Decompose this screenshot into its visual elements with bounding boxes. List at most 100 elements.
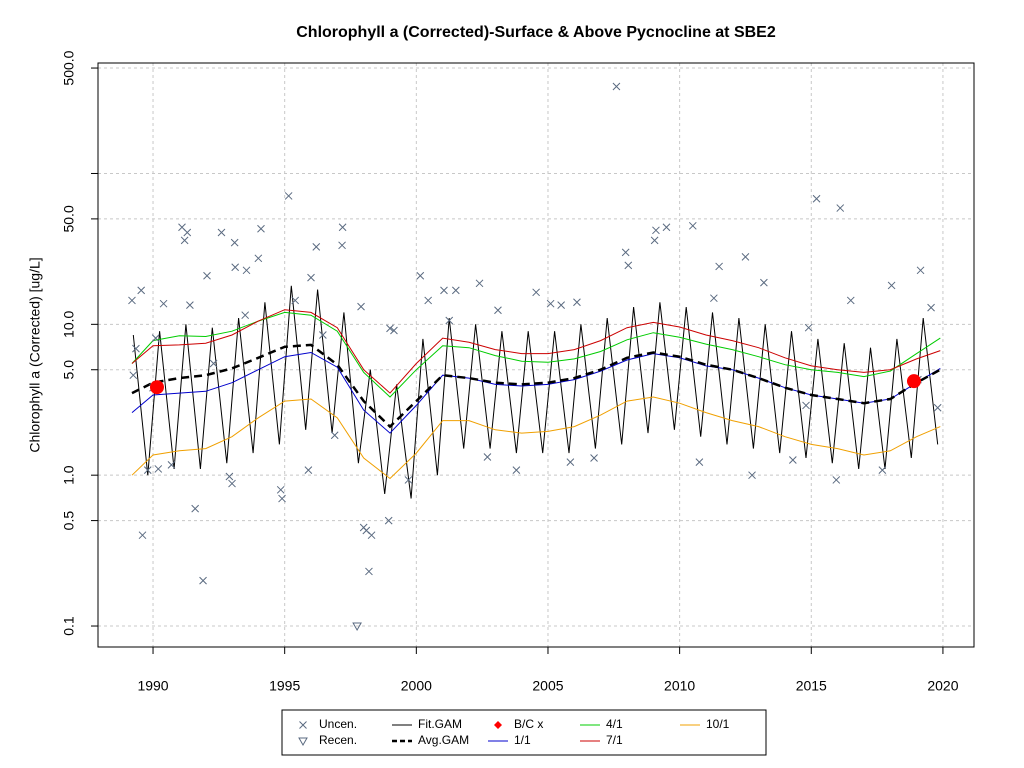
data-point (695, 458, 704, 467)
data-point (483, 453, 492, 461)
data-point (741, 253, 750, 261)
data-point (445, 316, 454, 325)
data-point (129, 371, 138, 380)
legend: Uncen. Recen. Fit.GAM Avg.GAM B/C x 1/1 4/1 7/1… (281, 709, 767, 756)
data-line (132, 285, 939, 499)
data-point (154, 465, 163, 473)
data-point (906, 374, 921, 389)
data-line (131, 351, 941, 434)
data-point (167, 461, 176, 469)
data-point (304, 466, 313, 474)
data-point (241, 311, 250, 320)
data-point (688, 221, 697, 230)
x-tick-label: 2005 (532, 678, 563, 694)
legend-label: Recen. (319, 733, 357, 747)
data-point (149, 380, 164, 395)
data-point (624, 261, 633, 270)
data-point (386, 324, 394, 333)
data-point (832, 476, 841, 484)
data-point (352, 622, 362, 632)
data-point (933, 403, 942, 412)
data-point (416, 271, 425, 280)
data-point (291, 296, 300, 305)
data-point (128, 296, 136, 305)
data-point (330, 431, 339, 440)
data-point (151, 334, 160, 342)
data-point (494, 306, 502, 315)
data-point (199, 576, 207, 585)
legend-label: Fit.GAM (418, 717, 462, 731)
data-point (566, 458, 575, 467)
data-point (338, 241, 346, 250)
data-point (143, 466, 152, 474)
data-point (242, 266, 251, 275)
x-tick-label: 2000 (401, 678, 432, 694)
legend-marker (298, 737, 308, 747)
data-point (230, 238, 239, 247)
data-point (276, 485, 285, 494)
data-point (812, 194, 821, 203)
data-point (357, 302, 365, 311)
data-point (424, 296, 433, 305)
data-point (203, 271, 211, 280)
y-tick-label: 0.1 (61, 616, 77, 636)
data-point (138, 531, 147, 540)
data-point (878, 466, 887, 474)
x-tick-label: 1995 (269, 678, 300, 694)
legend-label: 4/1 (606, 717, 623, 731)
y-tick-label: 0.5 (61, 511, 77, 531)
data-point (927, 303, 935, 312)
data-line (131, 396, 941, 480)
legend-label: Avg.GAM (418, 733, 469, 747)
data-point (475, 279, 484, 288)
data-point (612, 82, 621, 91)
y-tick-label: 10.0 (61, 310, 77, 337)
data-point (137, 286, 146, 295)
chart-title: Chlorophyll a (Corrected)-Surface & Abov… (296, 24, 776, 41)
x-tick-label: 1990 (137, 678, 168, 694)
data-point (225, 472, 234, 481)
legend-label: Uncen. (319, 717, 357, 731)
data-point (132, 344, 140, 353)
y-tick-label: 1.0 (61, 465, 77, 485)
data-point (191, 504, 200, 513)
data-point (916, 266, 925, 275)
legend-label: 1/1 (514, 733, 531, 747)
data-point (338, 223, 347, 232)
data-point (254, 254, 263, 263)
data-point (662, 223, 671, 232)
data-point (748, 471, 756, 480)
data-point (319, 331, 327, 339)
data-point (440, 286, 448, 295)
legend-label: B/C x (514, 717, 543, 731)
data-point (159, 299, 168, 308)
data-point (652, 226, 660, 235)
data-point (788, 456, 797, 464)
y-tick-label: 5.0 (61, 360, 77, 380)
data-point (650, 236, 659, 245)
data-point (257, 224, 265, 233)
data-point (590, 454, 598, 462)
plot-frame (97, 62, 975, 648)
data-point (186, 301, 194, 310)
data-point (365, 567, 373, 576)
x-tick-label: 2015 (796, 678, 827, 694)
data-point (231, 263, 240, 272)
data-point (804, 323, 813, 332)
data-point (228, 479, 236, 488)
legend-marker (494, 721, 502, 729)
y-axis-label: Chlorophyll a (Corrected) [ug/L] (27, 257, 43, 452)
data-point (546, 299, 555, 308)
data-line (131, 343, 941, 429)
data-point (209, 359, 218, 368)
data-point (217, 228, 226, 237)
data-point (887, 281, 896, 290)
data-point (846, 296, 855, 305)
data-point (312, 243, 321, 251)
data-point (384, 516, 393, 525)
legend-box (281, 709, 767, 756)
data-point (404, 476, 413, 484)
legend-label: 10/1 (706, 717, 730, 731)
legend-marker (299, 721, 307, 729)
